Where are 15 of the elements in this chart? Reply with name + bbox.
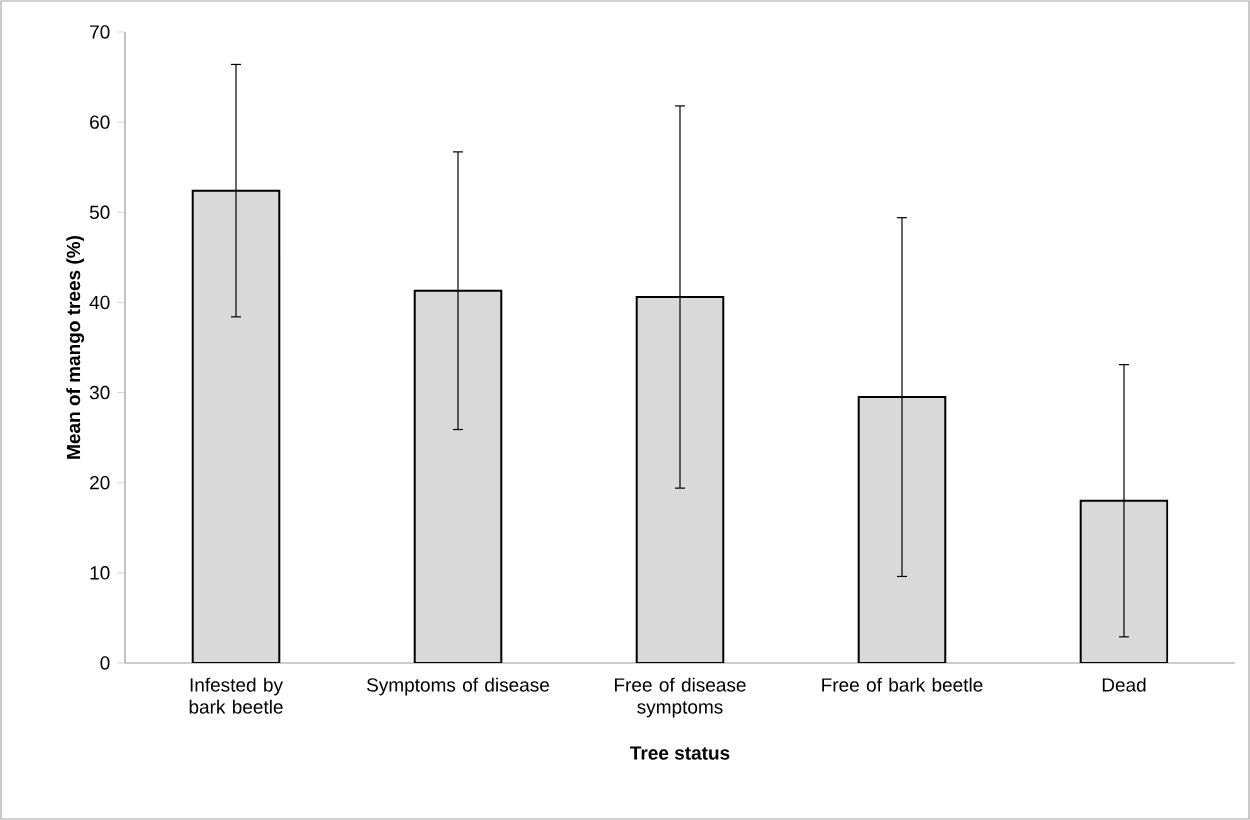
y-tick-label: 10 bbox=[90, 566, 110, 580]
y-tick-label: 0 bbox=[100, 656, 110, 670]
y-tick-label: 40 bbox=[89, 295, 110, 310]
x-tick-label: Symptoms of disease bbox=[367, 677, 549, 696]
y-tick-label: 30 bbox=[89, 385, 110, 400]
x-axis-title: Tree status bbox=[630, 746, 730, 760]
y-tick-label: 60 bbox=[90, 115, 110, 129]
x-tick-label: Free of bark beetle bbox=[822, 677, 983, 692]
y-tick-label: 70 bbox=[90, 25, 110, 39]
y-tick-label: 20 bbox=[90, 475, 110, 490]
x-tick-label: Dead bbox=[1102, 677, 1146, 692]
y-tick-label: 50 bbox=[89, 205, 110, 220]
y-axis-title: Mean of mango trees (%) bbox=[66, 236, 85, 459]
x-tick-label: Free of disease symptoms bbox=[615, 677, 746, 718]
x-tick-label: Infested by bark beetle bbox=[189, 677, 283, 714]
